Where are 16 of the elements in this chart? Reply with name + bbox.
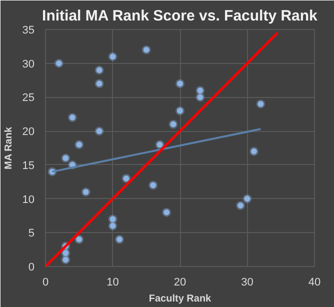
y-tick-label: 30 [22, 58, 35, 70]
y-tick-label: 10 [22, 194, 35, 206]
y-tick-label: 20 [22, 126, 35, 138]
x-axis-title: Faculty Rank [148, 294, 212, 304]
y-tick-label: 0 [28, 262, 35, 274]
x-tick-label: 20 [174, 276, 186, 288]
chart-title: Initial MA Rank Score vs. Faculty Rank [42, 8, 318, 24]
y-tick-label: 25 [22, 92, 35, 104]
x-tick-label: 30 [241, 276, 254, 288]
x-tick-label: 0 [42, 276, 49, 288]
y-tick-label: 15 [22, 160, 35, 172]
x-tick-label: 10 [106, 276, 119, 288]
y-axis-title: MA Rank [3, 126, 14, 170]
x-tick-label: 40 [308, 276, 321, 288]
y-tick-label: 5 [28, 228, 35, 240]
y-tick-label: 35 [22, 24, 35, 36]
